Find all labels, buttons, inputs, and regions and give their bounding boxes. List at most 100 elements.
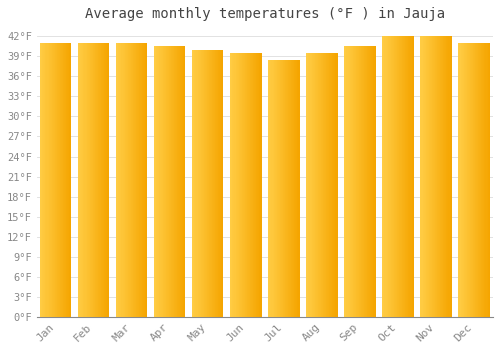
- Bar: [440, 36, 441, 317]
- Bar: [242, 53, 243, 317]
- Bar: [52, 43, 54, 317]
- Bar: [466, 43, 467, 317]
- Bar: [438, 36, 439, 317]
- Bar: [171, 46, 172, 317]
- Bar: [208, 50, 209, 317]
- Bar: [280, 60, 281, 317]
- Bar: [64, 43, 65, 317]
- Bar: [400, 36, 401, 317]
- Bar: [356, 46, 357, 317]
- Bar: [317, 53, 318, 317]
- Bar: [88, 43, 90, 317]
- Bar: [124, 43, 126, 317]
- Bar: [358, 46, 359, 317]
- Bar: [209, 50, 210, 317]
- Bar: [478, 43, 479, 317]
- Bar: [140, 43, 141, 317]
- Bar: [141, 43, 142, 317]
- Bar: [251, 53, 252, 317]
- Bar: [135, 43, 136, 317]
- Bar: [283, 60, 284, 317]
- Bar: [399, 36, 400, 317]
- Bar: [430, 36, 431, 317]
- Bar: [469, 43, 470, 317]
- Bar: [86, 43, 88, 317]
- Bar: [361, 46, 362, 317]
- Bar: [172, 46, 173, 317]
- Bar: [90, 43, 92, 317]
- Bar: [93, 43, 94, 317]
- Bar: [238, 53, 240, 317]
- Bar: [439, 36, 440, 317]
- Bar: [204, 50, 205, 317]
- Bar: [168, 46, 169, 317]
- Bar: [180, 46, 182, 317]
- Bar: [355, 46, 356, 317]
- Bar: [460, 43, 462, 317]
- Bar: [133, 43, 134, 317]
- Bar: [104, 43, 106, 317]
- Bar: [308, 53, 310, 317]
- Bar: [67, 43, 68, 317]
- Bar: [56, 43, 57, 317]
- Bar: [42, 43, 43, 317]
- Bar: [458, 43, 460, 317]
- Bar: [66, 43, 67, 317]
- Bar: [444, 36, 446, 317]
- Bar: [96, 43, 97, 317]
- Bar: [471, 43, 472, 317]
- Bar: [364, 46, 365, 317]
- Bar: [403, 36, 404, 317]
- Bar: [292, 60, 294, 317]
- Bar: [321, 53, 322, 317]
- Bar: [434, 36, 435, 317]
- Bar: [48, 43, 50, 317]
- Bar: [323, 53, 324, 317]
- Bar: [134, 43, 135, 317]
- Bar: [446, 36, 448, 317]
- Bar: [173, 46, 174, 317]
- Bar: [57, 43, 58, 317]
- Bar: [84, 43, 86, 317]
- Bar: [207, 50, 208, 317]
- Bar: [366, 46, 368, 317]
- Bar: [488, 43, 490, 317]
- Bar: [162, 46, 164, 317]
- Bar: [386, 36, 388, 317]
- Bar: [80, 43, 82, 317]
- Bar: [318, 53, 319, 317]
- Bar: [102, 43, 103, 317]
- Bar: [388, 36, 390, 317]
- Bar: [92, 43, 93, 317]
- Bar: [97, 43, 98, 317]
- Bar: [274, 60, 276, 317]
- Bar: [327, 53, 328, 317]
- Bar: [245, 53, 246, 317]
- Bar: [401, 36, 402, 317]
- Bar: [398, 36, 399, 317]
- Bar: [294, 60, 296, 317]
- Bar: [214, 50, 215, 317]
- Bar: [468, 43, 469, 317]
- Bar: [60, 43, 61, 317]
- Bar: [216, 50, 218, 317]
- Bar: [116, 43, 117, 317]
- Bar: [182, 46, 184, 317]
- Bar: [250, 53, 251, 317]
- Bar: [200, 50, 202, 317]
- Bar: [68, 43, 70, 317]
- Bar: [130, 43, 131, 317]
- Bar: [329, 53, 330, 317]
- Bar: [272, 60, 274, 317]
- Bar: [160, 46, 162, 317]
- Title: Average monthly temperatures (°F ) in Jauja: Average monthly temperatures (°F ) in Ja…: [85, 7, 445, 21]
- Bar: [103, 43, 104, 317]
- Bar: [236, 53, 238, 317]
- Bar: [462, 43, 464, 317]
- Bar: [359, 46, 360, 317]
- Bar: [370, 46, 372, 317]
- Bar: [431, 36, 432, 317]
- Bar: [170, 46, 171, 317]
- Bar: [252, 53, 253, 317]
- Bar: [286, 60, 287, 317]
